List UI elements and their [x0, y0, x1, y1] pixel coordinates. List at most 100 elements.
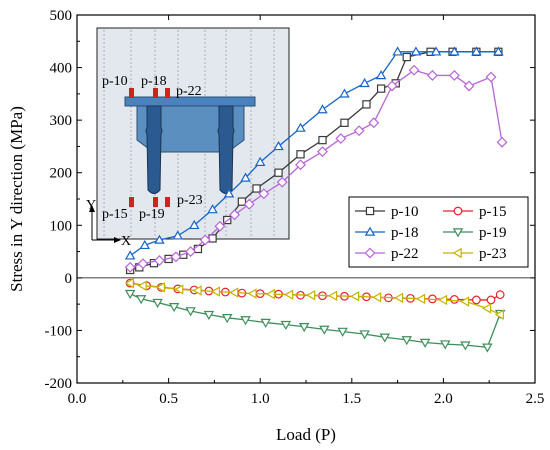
legend-label: p-23 [479, 246, 507, 262]
data-point-p-23 [494, 309, 504, 320]
data-point-p-18 [410, 46, 422, 56]
data-point-p-22 [199, 234, 211, 246]
data-point-p-19 [135, 295, 147, 305]
inset-gauge-p18 [153, 88, 158, 98]
data-point-p-18 [375, 70, 387, 80]
data-point-p-22 [258, 188, 270, 200]
inset-gauge-p15 [129, 197, 134, 207]
data-point-p-10 [402, 52, 411, 62]
data-point-p-22 [243, 198, 255, 210]
legend-label: p-22 [391, 246, 419, 262]
legend-marker [452, 247, 462, 259]
data-point-p-22 [448, 69, 460, 81]
data-point-p-18 [273, 141, 284, 151]
y-tick-label: 0 [65, 271, 73, 287]
data-point-p-10 [318, 135, 327, 145]
x-tick-label: 1.5 [342, 391, 361, 407]
data-point-p-18 [392, 46, 403, 56]
y-tick-label: -100 [45, 323, 73, 339]
x-tick-label: 1.0 [251, 391, 270, 407]
data-point-p-10 [252, 184, 261, 193]
inset-bolt-right [217, 105, 235, 194]
inset-label: p-23 [177, 193, 203, 208]
data-point-p-22 [229, 209, 241, 221]
data-point-p-22 [496, 136, 508, 148]
legend-item-p-19: p-19 [443, 225, 507, 241]
data-point-p-10 [362, 100, 371, 109]
legend-label: p-10 [391, 204, 419, 220]
data-point-p-22 [295, 159, 306, 171]
data-point-p-18 [207, 204, 218, 214]
data-point-p-19 [152, 298, 163, 308]
y-tick-label: 100 [50, 218, 73, 234]
data-point-p-22 [368, 117, 380, 129]
data-point-p-22 [408, 64, 420, 76]
data-point-p-19 [260, 318, 271, 328]
data-point-p-23 [459, 296, 470, 307]
inset-y-arrowhead [89, 205, 95, 212]
data-point-p-10 [376, 84, 386, 93]
inset-x-label: X [121, 234, 131, 249]
data-point-p-15 [471, 295, 481, 305]
inset-label: p-15 [102, 207, 128, 222]
data-point-p-19 [359, 330, 370, 340]
series-p-19 [124, 289, 506, 353]
data-point-p-23 [265, 288, 275, 300]
data-point-p-23 [137, 280, 147, 291]
y-tick-label: 400 [50, 61, 73, 77]
data-point-p-22 [335, 133, 347, 145]
axes-layer: 0.0 0.5 1.0 1.5 2.0 2.5 -200 -100 0 100 200 300 400 5… [45, 8, 545, 407]
data-point-p-22 [276, 176, 288, 188]
data-point-p-23 [210, 286, 220, 297]
legend-item-p-22: p-22 [355, 246, 419, 262]
data-point-p-18 [223, 188, 235, 198]
inset-label: p-10 [102, 74, 128, 89]
legend-label: p-19 [479, 225, 507, 241]
inset-x-arrowhead [114, 237, 121, 243]
data-point-p-19 [482, 343, 493, 353]
data-point-p-22 [386, 80, 398, 92]
data-point-p-23 [229, 287, 239, 298]
x-tick-label: 2.5 [526, 391, 545, 407]
data-point-p-18 [430, 46, 442, 56]
data-point-p-23 [284, 289, 294, 300]
legend-label: p-15 [479, 204, 507, 220]
legend-item-p-18: p-18 [355, 225, 419, 241]
data-point-p-18 [339, 88, 350, 98]
data-point-p-22 [170, 251, 182, 263]
data-point-p-18 [493, 46, 504, 56]
legend-marker [364, 247, 376, 259]
legend-label: p-18 [391, 225, 419, 241]
data-point-p-18 [189, 219, 200, 230]
data-point-p-10 [340, 118, 349, 127]
data-point-p-23 [306, 289, 316, 301]
inset-top-plate [124, 96, 256, 107]
x-tick-label: 2.0 [434, 391, 453, 407]
data-point-p-22 [124, 261, 136, 273]
y-tick-label: 300 [50, 113, 73, 129]
data-point-p-10 [296, 150, 305, 159]
data-point-p-19 [439, 340, 451, 350]
inset-label: p-19 [139, 207, 165, 222]
data-point-p-22 [463, 80, 475, 92]
data-point-p-18 [471, 46, 482, 56]
inset-gauge-p22 [165, 88, 170, 98]
y-tick-label: 200 [50, 166, 73, 182]
data-point-p-22 [485, 71, 497, 83]
data-point-p-15 [450, 295, 459, 304]
data-point-p-19 [280, 320, 292, 331]
inset-bolt-left [145, 105, 163, 194]
data-point-p-18 [154, 234, 165, 244]
data-point-p-19 [203, 310, 215, 321]
inset-label: p-18 [141, 74, 167, 89]
inset-y-label: Y [86, 198, 96, 213]
series-p-18 [124, 46, 504, 260]
legend-item-p-10: p-10 [355, 204, 419, 220]
series-p-22 [124, 64, 508, 273]
series-p-23 [124, 277, 504, 320]
data-point-p-22 [137, 258, 149, 270]
inset-gauge-p19 [153, 197, 158, 207]
data-point-p-15 [486, 295, 496, 305]
data-point-p-22 [185, 246, 197, 258]
